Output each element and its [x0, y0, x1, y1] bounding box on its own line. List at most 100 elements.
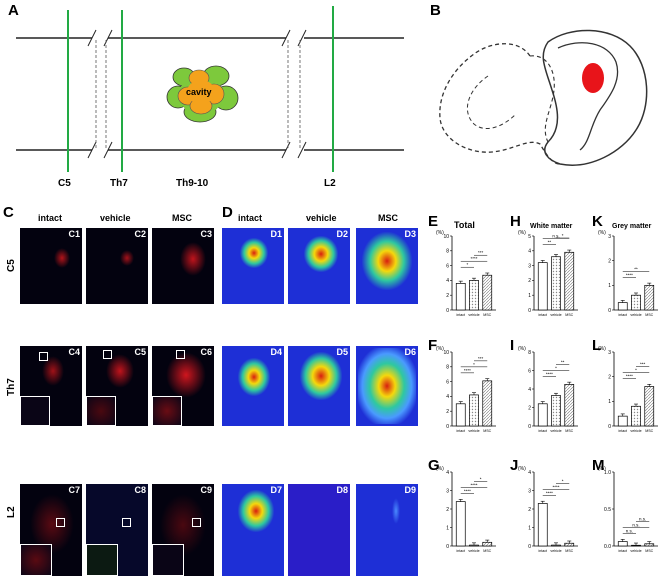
chart-h-ytick-label: 2: [528, 278, 531, 284]
chart-k-bar: [644, 284, 655, 311]
chart-f-ytick-label: 4: [446, 394, 449, 400]
chart-g-sig-label: ****: [470, 483, 477, 488]
chart-f-bar: [469, 394, 479, 427]
chart-i-ytick-label: 2: [528, 405, 531, 411]
panel-e-label: E: [428, 213, 438, 230]
chart-l-bar: [617, 415, 628, 427]
chart-k-bar: [617, 302, 628, 311]
chart-g-ytick-label: 4: [446, 470, 449, 476]
chart-e-xtick-label: MSC: [483, 313, 491, 317]
chart-k-ytick-label: 3: [608, 234, 611, 240]
d-col-msc: MSC: [378, 213, 398, 223]
chart-i-ytick-label: 4: [528, 387, 531, 393]
segment-label-c5: C5: [58, 178, 71, 189]
panel-k-label: K: [592, 213, 603, 230]
chart-g-sig-label: *: [480, 477, 482, 482]
micro-c9: C9: [152, 484, 214, 576]
chart-m-unit: (%): [598, 466, 606, 472]
panel-c-label: C: [3, 204, 14, 221]
heatmap-d8: D8: [288, 484, 350, 576]
heatmap-d3: D3: [356, 228, 418, 304]
d-col-intact: intact: [238, 213, 263, 223]
chart-k-xtick-label: intact: [618, 313, 627, 317]
chart-h-bar: [551, 256, 561, 311]
chart-j-ytick-label: 3: [528, 488, 531, 494]
chart-h-sig-label: **: [548, 239, 552, 244]
chart-f-bar: [455, 403, 466, 427]
heatmap-d1: D1: [222, 228, 284, 304]
chart-g-bar: [482, 541, 493, 547]
chart-g-ytick-label: 2: [446, 507, 449, 513]
chart-f-ytick-label: 0: [446, 424, 449, 430]
chart-e-ytick-label: 4: [446, 278, 449, 284]
chart-l-ytick-label: 2: [608, 374, 611, 380]
chart-m-ytick-label: 0.5: [604, 507, 611, 513]
panel-i-label: I: [510, 337, 514, 354]
c-col-intact: intact: [38, 213, 63, 223]
chart-j-xtick-label: vehicle: [550, 549, 561, 553]
segment-label-th9-10: Th9-10: [176, 178, 209, 189]
heatmap-d7: D7: [222, 484, 284, 576]
chart-j-bar: [564, 542, 575, 547]
heatmap-d9: D9: [356, 484, 418, 576]
chart-m-sig-label: n.s.: [632, 523, 639, 528]
chart-k-xtick-label: vehicle: [630, 313, 641, 317]
cavity-illustration: [166, 65, 239, 123]
chart-g-ytick-label: 3: [446, 488, 449, 494]
chart-i-xtick-label: intact: [538, 429, 547, 433]
panel-h-label: H: [510, 213, 521, 230]
chart-m-xtick-label: MSC: [645, 549, 653, 553]
micro-c6: C6: [152, 346, 214, 426]
chart-e-bar: [482, 274, 493, 311]
chart-g-bar: [455, 501, 466, 547]
chart-k-xtick-label: MSC: [645, 313, 653, 317]
chart-e-unit: (%): [436, 230, 444, 236]
panel-l-label: L: [592, 337, 601, 354]
chart-h-title: White matter: [530, 223, 573, 230]
chart-m-xtick-label: intact: [618, 549, 627, 553]
c-col-vehicle: vehicle: [100, 213, 131, 223]
chart-j-ytick-label: 0: [528, 544, 531, 550]
chart-i-sig-label: **: [561, 359, 565, 364]
chart-h-ytick-label: 1: [528, 293, 531, 299]
micro-c8: C8: [86, 484, 148, 576]
chart-e-sig-label: ****: [470, 256, 477, 261]
panel-f-label: F: [428, 337, 437, 354]
chart-h-sig-label: *: [562, 233, 564, 238]
panel-m-label: M: [592, 457, 605, 474]
chart-g-xtick-label: intact: [456, 549, 465, 553]
chart-k-sig-label: ****: [626, 272, 633, 277]
chart-j-xtick-label: MSC: [565, 549, 573, 553]
panel-b-cord-section: [439, 29, 648, 166]
chart-e-sig-label: *: [466, 262, 468, 267]
chart-g-bar: [469, 544, 479, 547]
chart-f-sig-label: ***: [478, 356, 484, 361]
micro-c5: C5: [86, 346, 148, 426]
chart-k-title: Grey matter: [612, 223, 652, 230]
chart-h-xtick-label: intact: [538, 313, 547, 317]
chart-i-ytick-label: 6: [528, 368, 531, 374]
chart-l-xtick-label: intact: [618, 429, 627, 433]
chart-i-sig-label: *: [555, 365, 557, 370]
chart-g-ytick-label: 1: [446, 525, 449, 531]
chart-k-ytick-label: 0: [608, 308, 611, 314]
chart-i-bar: [551, 395, 561, 427]
chart-j-ytick-label: 2: [528, 507, 531, 513]
chart-l-unit: (%): [598, 346, 606, 352]
d-col-vehicle: vehicle: [306, 213, 337, 223]
chart-f-sig-label: ****: [464, 368, 471, 373]
panel-j-label: J: [510, 457, 518, 474]
chart-h-bar: [537, 262, 548, 311]
chart-i-unit: (%): [518, 346, 526, 352]
chart-l-ytick-label: 0: [608, 424, 611, 430]
chart-i-ytick-label: 0: [528, 424, 531, 430]
heatmap-d5: D5: [288, 346, 350, 426]
chart-j-xtick-label: intact: [538, 549, 547, 553]
chart-m-bar: [617, 541, 628, 547]
chart-l-sig-label: ***: [640, 362, 646, 367]
chart-h-sig-label: n.s.: [552, 233, 559, 238]
chart-j-unit: (%): [518, 466, 526, 472]
chart-j-ytick-label: 4: [528, 470, 531, 476]
chart-l-ytick-label: 3: [608, 350, 611, 356]
